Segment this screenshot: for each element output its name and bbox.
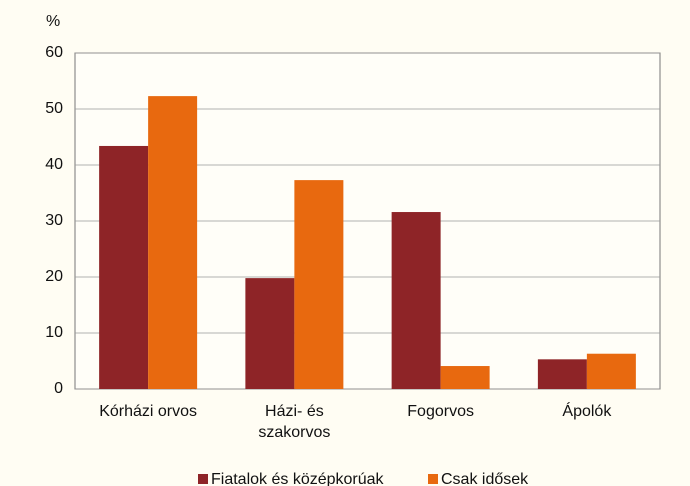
y-tick-label: 10 xyxy=(45,324,63,341)
bar xyxy=(294,180,344,389)
bar xyxy=(586,353,636,389)
x-tick-label: Fogorvos xyxy=(407,403,474,420)
legend-swatch xyxy=(198,474,208,484)
y-tick-label: 20 xyxy=(45,268,63,285)
bar xyxy=(148,96,198,390)
y-tick-label: 30 xyxy=(45,212,63,229)
y-unit: % xyxy=(46,13,60,30)
bar xyxy=(99,145,149,389)
x-tick-label: Ápolók xyxy=(562,403,612,420)
x-tick-label: Kórházi orvos xyxy=(99,403,198,420)
legend-label: Csak idősek xyxy=(441,471,529,486)
bar xyxy=(537,359,587,389)
bar xyxy=(245,278,295,389)
bar xyxy=(391,212,441,389)
bar xyxy=(440,366,490,389)
y-tick-label: 60 xyxy=(45,44,63,61)
y-tick-label: 40 xyxy=(45,156,63,173)
x-tick-label: Házi- és szakorvos xyxy=(258,403,331,441)
legend-label: Fiatalok és középkorúak xyxy=(211,471,385,486)
y-tick-label: 50 xyxy=(45,100,63,117)
y-tick-label: 0 xyxy=(54,380,63,397)
legend-swatch xyxy=(428,474,438,484)
